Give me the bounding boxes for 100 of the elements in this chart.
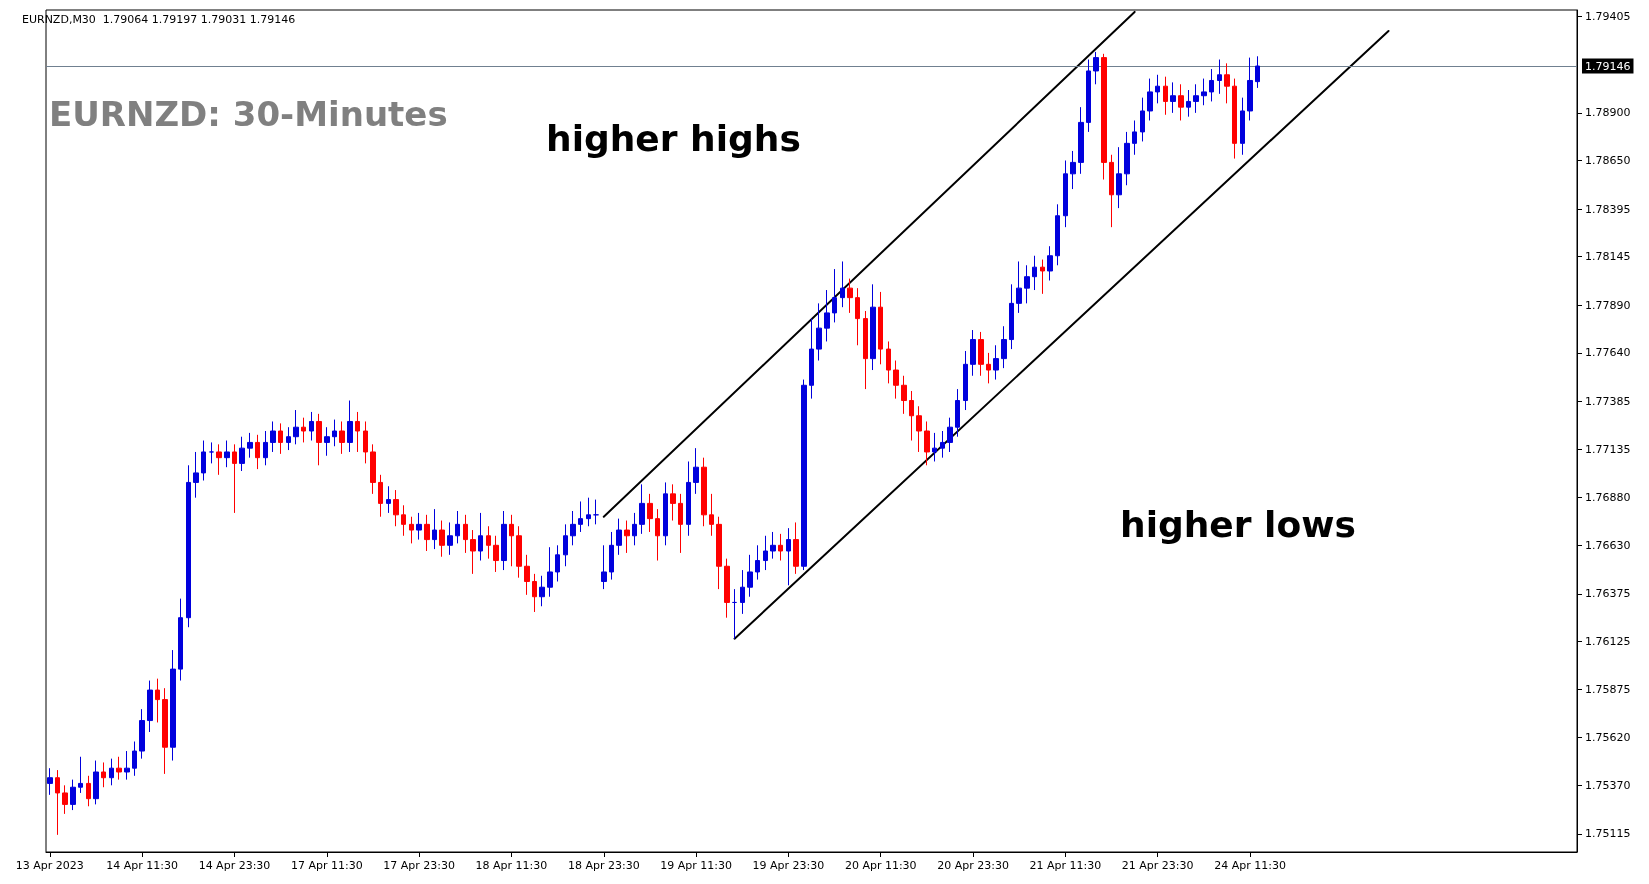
candlestick: [816, 302, 822, 362]
candlestick: [124, 750, 130, 781]
candlestick: [870, 283, 876, 371]
candlestick: [755, 544, 760, 581]
candlestick: [793, 521, 799, 575]
y-tick-label: 1.77385: [1585, 394, 1631, 408]
candlestick: [1124, 131, 1130, 186]
x-tick-label: 14 Apr 23:30: [198, 859, 271, 872]
candlestick: [116, 756, 122, 781]
candlestick: [47, 767, 53, 796]
candlestick: [609, 531, 614, 581]
y-tick-label: 1.78650: [1585, 153, 1631, 167]
candlestick: [716, 516, 722, 590]
candlestick: [693, 447, 699, 495]
x-tick-label: 20 Apr 23:30: [937, 859, 1009, 872]
candlestick: [1040, 259, 1045, 295]
candlestick: [509, 514, 514, 567]
candlestick: [1093, 51, 1099, 85]
candlestick: [1255, 55, 1260, 89]
candlestick: [432, 508, 437, 550]
candlestick: [86, 775, 91, 807]
y-tick-label: 1.76375: [1585, 587, 1631, 601]
candlestick: [863, 310, 868, 390]
candlestick: [732, 588, 737, 640]
x-tick-label: 21 Apr 11:30: [1029, 859, 1102, 872]
candlestick: [840, 260, 845, 308]
y-tick-label: 1.75875: [1585, 682, 1631, 696]
candlestick: [993, 344, 999, 381]
candlestick: [101, 761, 106, 788]
candlestick: [1147, 78, 1153, 121]
candlestick: [878, 291, 883, 365]
candlestick: [932, 432, 937, 462]
candlestick: [593, 499, 599, 525]
candlestick: [493, 535, 499, 573]
candlestick: [1240, 97, 1245, 156]
candlestick: [970, 329, 976, 377]
candlestick: [1086, 59, 1091, 133]
candlestick: [1140, 97, 1145, 142]
candlestick: [270, 420, 276, 453]
y-tick-label: 1.75115: [1585, 827, 1631, 841]
candlestick: [247, 432, 253, 459]
candlestick: [486, 525, 491, 560]
y-tick-label: 1.75370: [1585, 778, 1631, 792]
candlestick: [824, 289, 830, 342]
candlestick: [639, 483, 645, 535]
candlestick: [955, 388, 960, 438]
candlestick: [1170, 81, 1176, 114]
x-tick-label: 19 Apr 23:30: [752, 859, 825, 872]
candlestick: [1232, 78, 1237, 160]
candlestick: [1224, 62, 1230, 104]
candlestick: [447, 521, 453, 556]
candlestick: [1247, 57, 1253, 121]
y-tick-label: 1.77135: [1585, 442, 1631, 456]
candlestick: [1178, 83, 1184, 121]
candlestick: [1132, 119, 1137, 156]
y-tick-label: 1.76125: [1585, 635, 1631, 648]
candlestick: [470, 529, 476, 575]
candlestick: [1193, 83, 1199, 114]
candlestick: [524, 554, 530, 596]
candlestick: [239, 436, 245, 472]
candlestick: [539, 575, 545, 607]
x-tick-label: 21 Apr 23:30: [1121, 859, 1194, 872]
candlestick: [1032, 255, 1037, 291]
candlestick: [1047, 245, 1053, 282]
candlestick: [162, 687, 168, 775]
candlestick: [132, 741, 137, 777]
candlestick: [1009, 283, 1014, 350]
candlestick: [1078, 106, 1084, 175]
candlestick: [947, 417, 953, 453]
candlestick: [763, 535, 768, 571]
candlestick: [416, 512, 422, 541]
candlestick: [786, 527, 791, 586]
candlestick: [963, 350, 968, 411]
candlestick: [709, 493, 714, 537]
ref-line-label: 1.79146: [1585, 59, 1631, 73]
candlestick: [1186, 89, 1191, 118]
candlestick: [263, 430, 268, 466]
candlestick: [586, 497, 591, 527]
y-tick-label: 1.78145: [1585, 250, 1631, 264]
x-tick-label: 24 Apr 11:30: [1214, 859, 1286, 872]
candlestick: [386, 485, 391, 514]
candlestick: [501, 510, 507, 571]
x-tick-label: 17 Apr 11:30: [290, 859, 363, 872]
candlestick: [155, 678, 160, 723]
y-tick-label: 1.75620: [1585, 731, 1631, 745]
candlestick: [70, 779, 76, 811]
candlestick: [1116, 146, 1122, 209]
candlestick: [139, 708, 145, 760]
candlestick: [216, 443, 222, 476]
candlestick: [1209, 68, 1214, 102]
candlestick: [701, 457, 707, 527]
candlestick: [1101, 53, 1107, 181]
candlestick: [1201, 78, 1207, 106]
candlestick: [186, 464, 191, 628]
candlestick: [655, 508, 660, 562]
candlestick: [555, 544, 560, 582]
candlestick: [1001, 325, 1007, 369]
candlestick: [601, 544, 607, 590]
x-tick-label: 18 Apr 11:30: [475, 859, 548, 872]
candlestick: [193, 451, 199, 499]
